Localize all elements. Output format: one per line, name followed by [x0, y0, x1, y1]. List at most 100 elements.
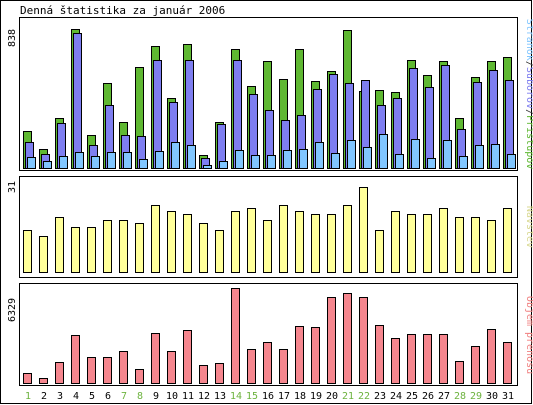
day-label-12: 12: [198, 391, 210, 402]
day-label-1: 1: [25, 391, 31, 402]
bar-navstev-day-10: [167, 211, 176, 273]
day-label-16: 16: [262, 391, 274, 402]
bar-stranok-day-22: [363, 147, 372, 169]
bar-stranok-day-30: [491, 144, 500, 169]
bar-navstev-day-9: [151, 205, 160, 273]
day-label-21: 21: [342, 391, 354, 402]
day-label-19: 19: [310, 391, 322, 402]
bar-objem-day-12: [199, 365, 208, 384]
day-label-9: 9: [153, 391, 159, 402]
bar-objem-day-24: [391, 338, 400, 384]
panel-volume-side-label: Objem prenosu: [524, 296, 533, 374]
bar-navstev-day-31: [503, 208, 512, 273]
bar-stranok-day-1: [27, 157, 36, 169]
bar-stranok-day-27: [443, 140, 452, 169]
day-label-5: 5: [89, 391, 95, 402]
bar-stranok-day-9: [155, 151, 164, 169]
bar-navstev-day-24: [391, 211, 400, 273]
bar-objem-day-16: [263, 342, 272, 384]
bar-objem-day-3: [55, 362, 64, 384]
bar-stranok-day-5: [91, 156, 100, 169]
day-label-14: 14: [230, 391, 242, 402]
panel-hits-legend: Stránok/Súborov/Prístupov: [524, 19, 533, 170]
day-label-11: 11: [182, 391, 194, 402]
bar-objem-day-11: [183, 330, 192, 384]
bar-navstev-day-7: [119, 220, 128, 273]
bar-stranok-day-13: [219, 161, 228, 169]
day-axis-labels: 1 2 3 4 5 6 7 8 9 10 11 12 13 14 15 16 17 18 19 20 21 22 23 24 2…: [25, 391, 514, 402]
bar-stranok-day-19: [315, 142, 324, 169]
bar-stranok-day-26: [427, 158, 436, 169]
bar-suborov-day-4: [73, 33, 82, 169]
bar-navstev-day-1: [23, 230, 32, 273]
day-label-20: 20: [326, 391, 338, 402]
bar-objem-day-10: [167, 351, 176, 384]
day-label-22: 22: [358, 391, 370, 402]
bar-navstev-day-6: [103, 220, 112, 273]
bar-stranok-day-4: [75, 152, 84, 169]
bar-stranok-day-25: [411, 139, 420, 169]
bar-navstev-day-28: [455, 217, 464, 273]
day-label-3: 3: [57, 391, 63, 402]
bar-navstev-day-16: [263, 220, 272, 273]
day-label-23: 23: [374, 391, 386, 402]
panel-hits-bars: [23, 29, 516, 169]
day-label-26: 26: [422, 391, 434, 402]
bar-objem-day-17: [279, 349, 288, 384]
bar-navstev-day-17: [279, 205, 288, 273]
day-label-18: 18: [294, 391, 306, 402]
legend-pristupov: Prístupov: [524, 115, 533, 169]
bar-navstev-day-27: [439, 208, 448, 273]
bar-navstev-day-5: [87, 227, 96, 273]
bar-objem-day-1: [23, 373, 32, 384]
bar-objem-day-22: [359, 297, 368, 384]
panel-visits-side-label: Návštev: [524, 206, 533, 248]
bar-navstev-day-21: [343, 205, 352, 273]
bar-stranok-day-11: [187, 145, 196, 169]
bar-navstev-day-22: [359, 187, 368, 273]
bar-objem-day-6: [103, 357, 112, 384]
bar-objem-day-9: [151, 333, 160, 384]
bar-objem-day-30: [487, 329, 496, 384]
bar-objem-day-29: [471, 346, 480, 384]
bar-stranok-day-7: [123, 152, 132, 169]
bar-objem-day-27: [439, 334, 448, 384]
legend-sep-2: /: [524, 109, 533, 115]
panel-visits-max-label: 31: [7, 181, 18, 193]
bar-stranok-day-31: [507, 154, 516, 169]
bar-navstev-day-3: [55, 217, 64, 273]
panel-hits-max-label: 838: [7, 29, 18, 47]
bar-stranok-day-6: [107, 152, 116, 169]
bar-stranok-day-10: [171, 142, 180, 169]
legend-stranok: Stránok: [524, 19, 533, 61]
bar-navstev-day-20: [327, 214, 336, 273]
bar-stranok-day-16: [267, 155, 276, 169]
panel-volume-max-label: 6329: [7, 298, 18, 322]
bar-objem-day-19: [311, 327, 320, 384]
bar-navstev-day-19: [311, 214, 320, 273]
bar-stranok-day-29: [475, 145, 484, 169]
bar-stranok-day-17: [283, 150, 292, 169]
bar-objem-day-13: [215, 363, 224, 384]
bar-stranok-day-21: [347, 140, 356, 169]
bar-objem-day-4: [71, 335, 80, 384]
bar-objem-day-15: [247, 349, 256, 384]
bar-navstev-day-26: [423, 214, 432, 273]
panel-visits-bars: [23, 187, 512, 273]
bar-navstev-day-30: [487, 220, 496, 273]
bar-navstev-day-25: [407, 214, 416, 273]
bar-navstev-day-13: [215, 230, 224, 273]
bar-objem-day-23: [375, 325, 384, 384]
day-label-29: 29: [470, 391, 482, 402]
bar-objem-day-8: [135, 369, 144, 384]
day-label-30: 30: [486, 391, 498, 402]
bar-objem-day-7: [119, 351, 128, 384]
day-label-28: 28: [454, 391, 466, 402]
day-label-24: 24: [390, 391, 402, 402]
bar-stranok-day-18: [299, 149, 308, 169]
bar-stranok-day-28: [459, 156, 468, 169]
bar-objem-day-31: [503, 342, 512, 384]
chart-title: Denná štatistika za január 2006: [20, 4, 225, 17]
day-label-25: 25: [406, 391, 418, 402]
